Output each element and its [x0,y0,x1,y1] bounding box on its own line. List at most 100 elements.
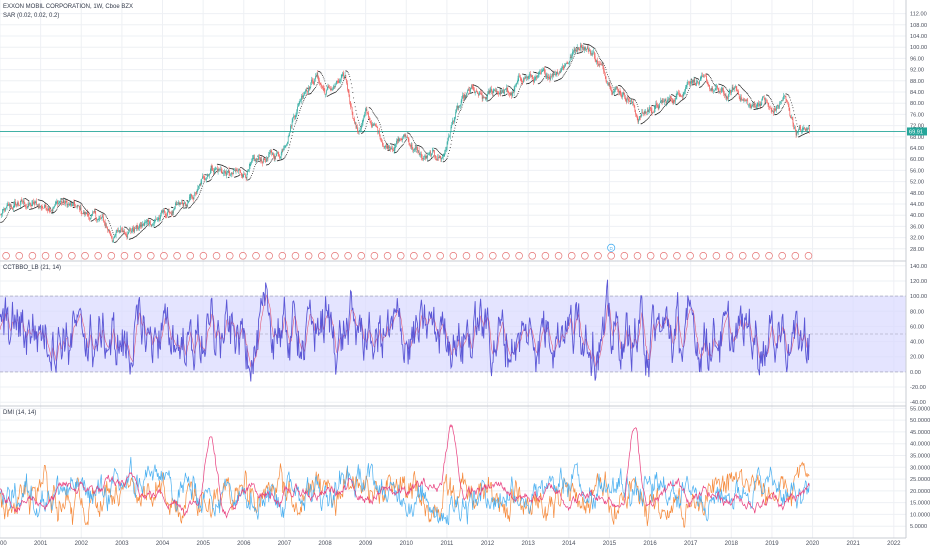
sar-dot [207,181,209,183]
sar-dot [19,207,21,209]
sar-dot [614,95,616,97]
candle-body [52,207,54,212]
candle-body [225,172,227,176]
candle-body [648,110,650,112]
candle-body [308,87,310,90]
candle-body [10,206,12,207]
sar-dot [130,238,132,240]
sar-dot [720,84,722,86]
candle-body [470,86,472,88]
candle-body [295,115,297,117]
candle-body [541,71,543,72]
dmi-pane[interactable] [0,424,810,528]
sar-dot [22,206,24,208]
candle-body [345,74,347,80]
sar-dot [480,88,482,90]
candle-body [124,231,125,234]
candle-body [643,112,644,114]
sar-dot [713,82,714,84]
sar-dot [363,131,365,133]
price-axis-tick-label: 28.00 [910,247,924,253]
candle-body [301,95,302,101]
sar-dot [211,177,213,179]
sar-dot [367,120,369,122]
candle-body [554,73,555,75]
sar-dot [589,44,591,46]
candle-body [400,138,401,140]
candle-body [63,200,65,204]
sar-dot [104,214,106,216]
candle-body [253,157,255,159]
candle-body [775,109,777,111]
sar-dot [177,211,179,213]
candle-body [300,100,301,101]
sar-dot [149,218,151,220]
price-axis-tick-label: 52.00 [910,180,924,186]
sar-dot [445,159,447,161]
sar-dot [170,216,172,218]
candle-body [181,202,183,204]
price-pane[interactable]: D [0,42,906,260]
candle-body [188,197,190,202]
sar-dot [272,158,274,160]
sar-dot [588,44,590,46]
sar-dot [484,93,486,95]
candle-body [663,101,664,103]
candle-body [93,211,95,213]
sar-dot [353,97,355,99]
sar-dot [209,180,210,182]
sar-dot [157,224,159,226]
candle-body [393,150,395,152]
sar-dot [253,168,255,170]
candle-body [280,156,281,159]
candle-body [160,215,161,219]
candle-body [576,47,578,52]
candle-body [306,89,308,92]
sar-dot [680,100,682,102]
candle-body [210,165,212,171]
sar-dot [678,102,680,103]
sar-dot [14,210,16,212]
candle-body [75,206,76,208]
candle-body [581,47,583,49]
sar-dot [284,156,286,158]
candle-body [711,87,713,91]
sar-dot [767,95,769,96]
sar-dot [638,108,640,110]
candle-body [76,205,78,207]
sar-dot [297,115,299,117]
indicator-pane[interactable] [0,279,906,382]
candle-body [773,111,774,114]
candle-body [534,77,536,79]
candle-body [414,148,415,151]
price-axis-tick-label: 80.00 [910,101,924,107]
sar-dot [33,207,35,209]
sar-dot [729,99,731,101]
candle-body [484,97,486,98]
x-tick-label: 2015 [603,541,617,547]
candle-body [238,170,239,172]
sar-dot [142,229,144,231]
indicator-signal-line [0,293,810,368]
candle-body [575,49,576,52]
candle-body [133,228,135,232]
sar-dot [117,238,119,240]
candle-body [279,156,280,159]
sar-dot [383,137,385,139]
sar-dot [110,225,112,227]
candle-body [743,99,745,101]
candle-body [240,171,241,174]
sar-dot [355,109,357,111]
sar-dot [505,94,506,96]
sar-dot [283,157,285,159]
candle-body [641,112,643,116]
sar-dot [521,83,523,85]
candle-body [421,157,423,159]
sar-dot [270,160,272,162]
last-price-label-text: 69.91 [909,129,923,135]
candle-body [9,204,11,207]
sar-dot [593,47,594,49]
sar-dot [374,114,376,116]
sar-dot [399,148,401,149]
